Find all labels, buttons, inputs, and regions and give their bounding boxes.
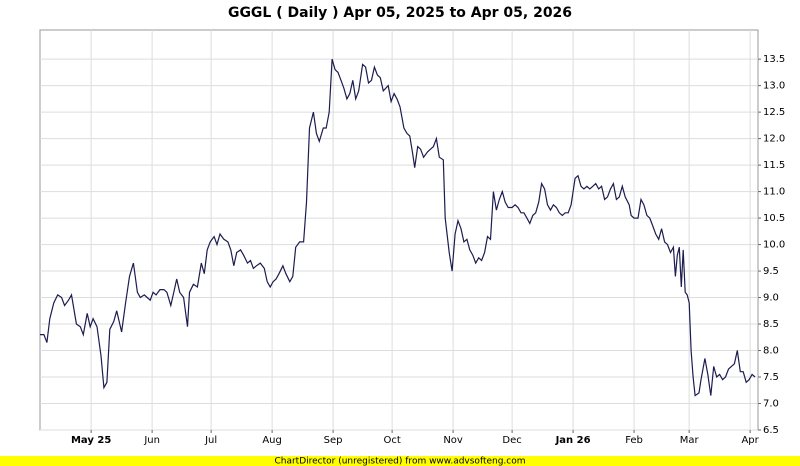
x-tick-label: Jun <box>143 435 160 446</box>
x-tick-label: Jan 26 <box>555 435 591 446</box>
plot-area <box>39 29 759 431</box>
x-tick-label: Feb <box>625 435 643 446</box>
x-tick-label: Jul <box>204 435 217 446</box>
price-line <box>40 58 756 397</box>
y-tick-label: 11.5 <box>763 160 785 171</box>
y-tick-label: 8.5 <box>763 319 779 330</box>
y-tick-label: 11.0 <box>763 187 785 198</box>
footer: ChartDirector (unregistered) from www.ad… <box>274 457 525 466</box>
x-tick-label: Sep <box>324 435 343 446</box>
x-tick-label: Dec <box>502 435 521 446</box>
y-tick-label: 10.0 <box>763 240 785 251</box>
x-tick-label: Apr <box>741 435 759 446</box>
y-tick-label: 6.5 <box>763 425 779 436</box>
y-tick-label: 9.0 <box>763 293 779 304</box>
x-tick-label: Mar <box>680 435 700 446</box>
x-tick-label: May 25 <box>71 435 111 446</box>
y-tick-label: 13.0 <box>763 81 785 92</box>
y-tick-label: 7.5 <box>763 372 779 383</box>
y-tick-label: 13.5 <box>763 54 785 65</box>
footer-bar <box>0 456 800 466</box>
x-tick-label: Aug <box>262 435 282 446</box>
y-tick-label: 12.0 <box>763 134 785 145</box>
x-tick-label: Oct <box>383 435 400 446</box>
y-tick-label: 9.5 <box>763 266 779 277</box>
y-tick-label: 10.5 <box>763 213 785 224</box>
chart-title: GGGL ( Daily ) Apr 05, 2025 to Apr 05, 2… <box>228 5 572 21</box>
x-tick-label: Nov <box>443 435 463 446</box>
y-tick-label: 8.0 <box>763 346 779 357</box>
y-tick-label: 7.0 <box>763 399 779 410</box>
y-tick-label: 12.5 <box>763 107 785 118</box>
